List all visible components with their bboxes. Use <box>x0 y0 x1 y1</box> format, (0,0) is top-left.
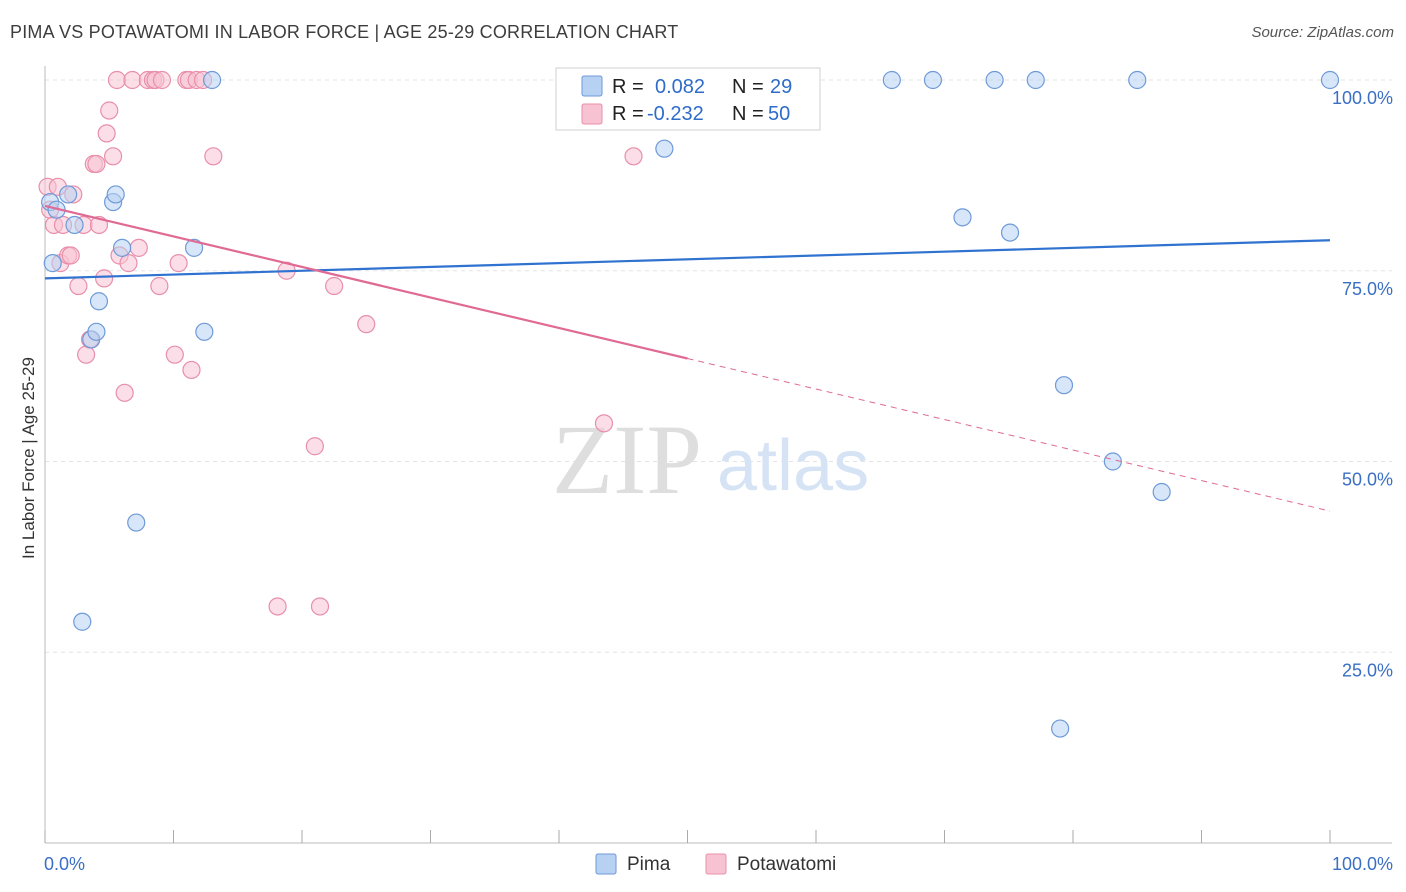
potawatomi-point <box>97 124 116 143</box>
potawatomi-point <box>104 147 123 166</box>
trend-layer <box>44 204 1331 512</box>
legend-pima-r-label: R = <box>612 76 644 98</box>
pima-point <box>882 70 901 90</box>
potawatomi-trend-line <box>44 204 688 360</box>
pima-trend-line <box>44 239 1331 280</box>
pima-point <box>923 70 943 90</box>
potawatomi-point <box>69 276 88 296</box>
potawatomi-trend-extension <box>687 358 1331 512</box>
watermark-zip: ZIP <box>552 404 702 515</box>
tick-labels: 25.0% 50.0% 75.0% 100.0% 0.0% 100.0% <box>44 88 1393 874</box>
pima-point <box>1152 482 1171 502</box>
watermark: ZIP atlas <box>552 404 869 515</box>
potawatomi-point <box>150 276 169 296</box>
potawatomi-point <box>152 70 172 90</box>
chart-title: PIMA VS POTAWATOMI IN LABOR FORCE | AGE … <box>10 22 679 42</box>
legend-potawatomi-r-label: R = <box>612 103 644 125</box>
pima-point <box>195 322 214 341</box>
y-tick-label: 75.0% <box>1342 279 1393 299</box>
potawatomi-point <box>310 597 330 616</box>
bottom-legend-potawatomi-swatch <box>705 853 727 875</box>
potawatomi-point <box>107 70 127 90</box>
pima-point <box>65 215 84 235</box>
potawatomi-point <box>624 147 643 166</box>
pima-point <box>1054 376 1074 395</box>
potawatomi-point <box>357 315 376 334</box>
legend-pima-n-value: 29 <box>770 76 792 98</box>
x-tick-label-min: 0.0% <box>44 854 85 874</box>
potawatomi-point <box>61 246 80 265</box>
potawatomi-point <box>594 414 614 433</box>
y-tick-label: 25.0% <box>1342 660 1393 680</box>
y-tick-label: 100.0% <box>1332 88 1393 108</box>
potawatomi-point <box>268 597 287 616</box>
y-tick-label: 50.0% <box>1342 470 1393 490</box>
pima-point <box>73 612 92 631</box>
source-label: Source: ZipAtlas.com <box>1251 24 1394 41</box>
correlation-legend: R = 0.082 N = 29 R = -0.232 N = 50 <box>555 67 821 131</box>
pima-point <box>1128 70 1147 90</box>
legend-pima-swatch <box>581 75 603 97</box>
points-layer <box>38 70 1340 738</box>
pima-point <box>1051 719 1070 738</box>
pima-point <box>87 322 106 341</box>
pima-point <box>112 238 132 257</box>
legend-potawatomi-n-value: 50 <box>768 103 790 125</box>
potawatomi-point <box>77 345 96 364</box>
potawatomi-point <box>165 345 184 364</box>
pima-point <box>202 70 222 90</box>
pima-point <box>127 513 146 532</box>
potawatomi-point <box>87 154 106 174</box>
pima-point <box>89 292 109 311</box>
y-axis-title: In Labor Force | Age 25-29 <box>19 357 38 559</box>
potawatomi-point <box>119 254 138 273</box>
potawatomi-point <box>305 437 324 456</box>
bottom-legend-potawatomi-label: Potawatomi <box>737 854 836 875</box>
bottom-legend-pima-swatch <box>595 853 617 875</box>
bottom-legend-pima-label: Pima <box>627 854 671 875</box>
pima-point <box>953 208 972 227</box>
pima-point <box>1320 70 1340 90</box>
pima-point <box>985 70 1004 90</box>
legend-potawatomi-swatch <box>581 103 603 125</box>
legend-pima-r-value: 0.082 <box>655 76 705 98</box>
pima-point <box>1000 223 1020 242</box>
legend-potawatomi-r-value: -0.232 <box>647 103 704 125</box>
potawatomi-point <box>100 101 119 120</box>
pima-point <box>106 185 125 204</box>
legend-potawatomi-n-label: N = <box>732 103 764 125</box>
potawatomi-point <box>123 70 142 90</box>
series-legend: Pima Potawatomi <box>595 853 836 875</box>
potawatomi-point <box>169 254 188 273</box>
watermark-atlas: atlas <box>717 426 869 506</box>
potawatomi-point <box>204 147 223 166</box>
pima-point <box>59 185 78 204</box>
pima-point <box>655 139 674 158</box>
legend-pima-n-label: N = <box>732 76 764 98</box>
x-tick-label-max: 100.0% <box>1332 854 1393 874</box>
pima-point <box>1103 452 1122 471</box>
potawatomi-point <box>325 276 344 296</box>
pima-point <box>43 254 62 273</box>
potawatomi-point <box>115 383 134 402</box>
potawatomi-point <box>129 238 148 257</box>
potawatomi-point <box>95 269 114 288</box>
pima-point <box>1026 70 1045 90</box>
grid-layer <box>45 79 1392 653</box>
potawatomi-point <box>182 360 201 380</box>
pima-point <box>184 238 204 257</box>
